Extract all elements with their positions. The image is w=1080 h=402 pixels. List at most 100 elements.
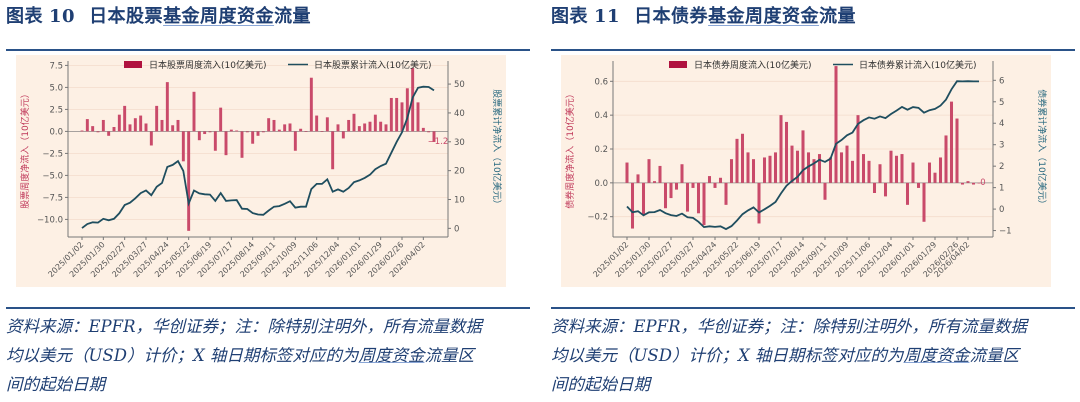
bar bbox=[949, 101, 954, 183]
bar bbox=[933, 172, 937, 183]
bar bbox=[911, 162, 915, 183]
bar bbox=[971, 182, 976, 185]
bar bbox=[867, 160, 871, 183]
bar bbox=[219, 107, 223, 132]
bar bbox=[966, 181, 970, 183]
equity-flow-chart: −10.0 −7.5 −5.0 −2.5 0.0 2.5 5.0 7.5 0 10 20 30 40 50… bbox=[16, 55, 506, 287]
svg-text:7.5: 7.5 bbox=[49, 61, 63, 71]
svg-text:20: 20 bbox=[454, 167, 465, 177]
note-text: 均以美元（USD）计价；X 轴日期标签对应的为 bbox=[6, 346, 359, 365]
bar bbox=[160, 119, 164, 132]
bar bbox=[256, 131, 260, 136]
bar bbox=[680, 164, 684, 183]
bar bbox=[713, 182, 717, 188]
bar bbox=[288, 123, 292, 132]
svg-text:股票累计净流入（10亿美元）: 股票累计净流入（10亿美元） bbox=[491, 89, 503, 208]
legend-line-label: 日本债券累计流入(10亿美元) bbox=[859, 59, 976, 71]
note-line-2: 均以美元（USD）计价；X 轴日期标签对应的为周度资金流量区 bbox=[6, 341, 532, 370]
source-note: 资料来源：EPFR，华创证券；注：除特别注明外，所有流量数据 均以美元（USD）… bbox=[551, 312, 1077, 399]
bar bbox=[696, 182, 701, 214]
bar bbox=[395, 97, 399, 132]
bar bbox=[325, 117, 329, 132]
bar bbox=[405, 88, 409, 132]
bar bbox=[652, 181, 657, 183]
bar bbox=[658, 165, 662, 183]
bar bbox=[724, 182, 728, 205]
bar bbox=[872, 182, 877, 193]
bar bbox=[746, 152, 750, 183]
bar bbox=[197, 131, 201, 141]
bar bbox=[400, 102, 404, 132]
bar bbox=[955, 118, 959, 183]
note-link-text[interactable]: 周度资金 bbox=[358, 346, 425, 365]
bar bbox=[817, 154, 822, 183]
bar bbox=[309, 77, 313, 132]
weekly-flow-bars bbox=[625, 66, 981, 229]
bottom-divider bbox=[6, 307, 530, 309]
bar bbox=[144, 123, 148, 132]
title-text: 日本债券 bbox=[634, 6, 709, 27]
bar bbox=[133, 118, 137, 132]
bar bbox=[315, 115, 319, 132]
bar bbox=[905, 182, 910, 205]
bar bbox=[368, 121, 372, 132]
svg-text:股票周度净流入（10亿美元）: 股票周度净流入（10亿美元） bbox=[19, 89, 31, 208]
bottom-divider bbox=[551, 307, 1075, 309]
svg-text:0.2: 0.2 bbox=[594, 145, 608, 155]
bar bbox=[155, 105, 159, 132]
legend-bar-swatch bbox=[669, 61, 687, 68]
bar bbox=[277, 129, 281, 132]
bar bbox=[331, 131, 335, 170]
svg-text:2: 2 bbox=[999, 162, 1004, 172]
bar bbox=[427, 131, 431, 133]
bar bbox=[293, 131, 297, 151]
bar bbox=[320, 131, 324, 132]
bar bbox=[421, 127, 425, 132]
bar bbox=[636, 174, 640, 183]
bar bbox=[203, 131, 207, 135]
bar bbox=[663, 182, 668, 209]
bar bbox=[894, 155, 899, 183]
bar bbox=[795, 150, 800, 183]
svg-text:30: 30 bbox=[454, 138, 465, 148]
bar bbox=[883, 182, 888, 197]
figure-11-panel: 图表 11 日本债券基金周度资金流量 −0.2 0.0 0.2 0.4 0.6 −1 0 1 2 3 4… bbox=[551, 0, 1080, 402]
bar bbox=[889, 150, 893, 183]
cumulative-flow-line bbox=[81, 85, 435, 229]
figure-11-title: 图表 11 日本债券基金周度资金流量 bbox=[551, 2, 856, 28]
bar bbox=[845, 145, 849, 183]
svg-text:40: 40 bbox=[454, 109, 465, 119]
bar bbox=[357, 126, 361, 132]
title-link-text[interactable]: 基金周度资金 bbox=[163, 6, 275, 27]
bar bbox=[379, 121, 383, 132]
note-link-text[interactable]: 周度资金 bbox=[903, 346, 970, 365]
figure-number: 11 bbox=[594, 6, 621, 27]
bar bbox=[850, 160, 855, 183]
bar bbox=[101, 119, 105, 132]
bar bbox=[165, 82, 169, 132]
top-divider bbox=[6, 49, 530, 51]
svg-text:−1: −1 bbox=[999, 227, 1012, 237]
bar bbox=[224, 131, 228, 156]
title-link-text[interactable]: 基金周度资金 bbox=[708, 6, 820, 27]
bar bbox=[432, 131, 436, 142]
bar bbox=[784, 121, 789, 183]
bar bbox=[341, 131, 345, 139]
bond-flow-chart: −0.2 0.0 0.2 0.4 0.6 −1 0 1 2 3 4 5 6 2025/01/02 2025/… bbox=[561, 55, 1051, 287]
svg-text:−7.5: −7.5 bbox=[42, 193, 63, 203]
figure-number: 10 bbox=[49, 6, 76, 27]
bar bbox=[91, 126, 95, 132]
bar bbox=[960, 182, 965, 185]
bar bbox=[900, 154, 904, 183]
svg-text:−0.2: −0.2 bbox=[587, 213, 608, 223]
bar bbox=[740, 133, 745, 183]
legend-bar-label: 日本债券周度流入(10亿美元) bbox=[694, 59, 811, 71]
bar bbox=[806, 152, 811, 183]
svg-text:0: 0 bbox=[454, 224, 459, 234]
bar bbox=[384, 124, 388, 132]
bar bbox=[304, 131, 308, 132]
bar bbox=[192, 91, 196, 132]
bar bbox=[768, 155, 772, 183]
bar bbox=[336, 124, 340, 132]
bar bbox=[373, 114, 377, 132]
